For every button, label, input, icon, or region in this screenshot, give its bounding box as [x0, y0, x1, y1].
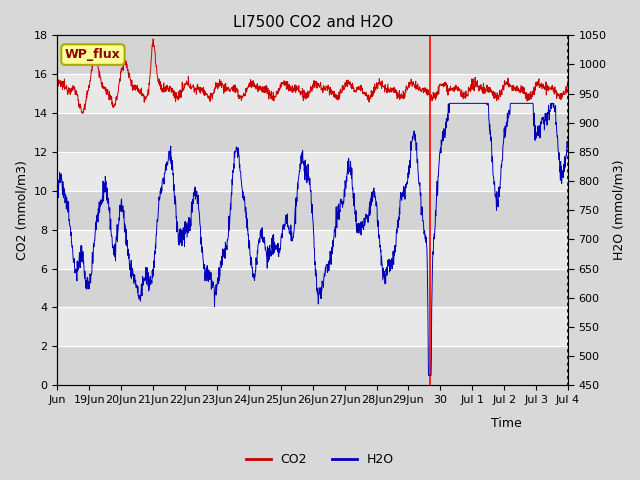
Bar — [58, 268, 568, 307]
Bar — [58, 191, 568, 229]
Title: LI7500 CO2 and H2O: LI7500 CO2 and H2O — [232, 15, 393, 30]
Bar — [58, 113, 568, 152]
Bar — [58, 36, 568, 74]
Legend: CO2, H2O: CO2, H2O — [241, 448, 399, 471]
Y-axis label: CO2 (mmol/m3): CO2 (mmol/m3) — [15, 160, 28, 260]
X-axis label: Time: Time — [492, 417, 522, 430]
Y-axis label: H2O (mmol/m3): H2O (mmol/m3) — [612, 160, 625, 261]
Bar — [58, 346, 568, 385]
Text: WP_flux: WP_flux — [65, 48, 121, 61]
